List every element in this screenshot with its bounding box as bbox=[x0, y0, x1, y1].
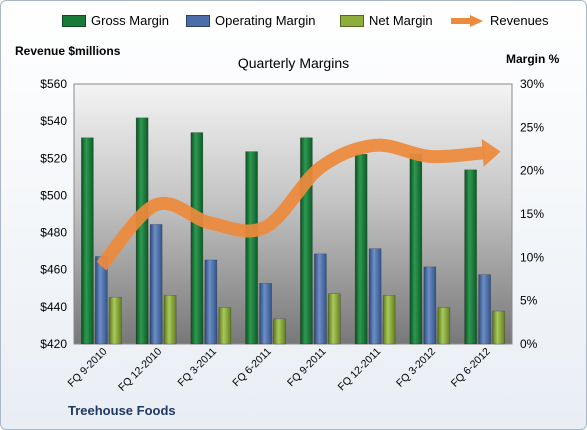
bar-net-margin-4 bbox=[273, 318, 286, 345]
left-tick-label: $560 bbox=[40, 77, 67, 91]
bar-net-margin-5 bbox=[328, 293, 341, 345]
legend-label-operating: Operating Margin bbox=[215, 13, 316, 28]
legend-item-gross-margin: Gross Margin bbox=[62, 13, 169, 28]
bar-net-margin-6 bbox=[382, 295, 396, 345]
bar-operating-margin-4 bbox=[259, 283, 272, 345]
chart-title: Quarterly Margins bbox=[237, 55, 350, 71]
legend-arrow-icon bbox=[451, 14, 483, 27]
right-tick-label: 10% bbox=[520, 250, 544, 264]
x-tick-label: FQ 9-2011 bbox=[285, 346, 329, 390]
bar-net-margin-7 bbox=[437, 307, 451, 345]
x-tick-label: FQ 12-2010 bbox=[116, 346, 164, 394]
legend-item-net-margin: Net Margin bbox=[340, 13, 433, 28]
x-tick-label: FQ 9-2010 bbox=[66, 346, 110, 390]
bar-net-margin-3 bbox=[218, 307, 232, 345]
bar-net-margin-2 bbox=[163, 295, 177, 345]
company-label: Treehouse Foods bbox=[68, 403, 176, 418]
bar-operating-margin-5 bbox=[314, 253, 327, 345]
x-tick-label: FQ 3-2011 bbox=[176, 346, 220, 390]
legend-label-gross: Gross Margin bbox=[91, 13, 170, 28]
bar-gross-margin-2 bbox=[135, 117, 149, 345]
legend-item-revenues: Revenues bbox=[450, 13, 549, 28]
bar-gross-margin-7 bbox=[409, 153, 423, 345]
bar-gross-margin-4 bbox=[245, 151, 258, 345]
x-tick-label: FQ 6-2012 bbox=[449, 346, 493, 390]
legend-swatch-net bbox=[340, 14, 364, 27]
legend: Gross Margin Operating Margin Net Margin… bbox=[0, 13, 587, 33]
x-tick-label: FQ 6-2011 bbox=[230, 346, 274, 390]
left-tick-label: $520 bbox=[40, 151, 67, 165]
right-tick-label: 25% bbox=[520, 120, 544, 134]
legend-label-net: Net Margin bbox=[369, 13, 433, 28]
bar-gross-margin-3 bbox=[190, 132, 204, 345]
right-tick-label: 15% bbox=[520, 207, 544, 221]
legend-item-operating-margin: Operating Margin bbox=[186, 13, 315, 28]
right-axis-title: Margin % bbox=[506, 52, 560, 66]
bar-gross-margin-8 bbox=[464, 169, 477, 345]
left-axis-title: Revenue $millions bbox=[15, 44, 121, 58]
bar-net-margin-1 bbox=[109, 296, 122, 345]
bar-operating-margin-8 bbox=[478, 274, 491, 345]
bar-operating-margin-2 bbox=[149, 224, 163, 345]
revenues-line bbox=[96, 138, 486, 271]
left-tick-label: $540 bbox=[40, 114, 67, 128]
bar-gross-margin-6 bbox=[354, 153, 368, 345]
legend-swatch-operating bbox=[186, 14, 210, 27]
left-tick-label: $500 bbox=[40, 188, 67, 202]
left-tick-label: $480 bbox=[40, 226, 67, 240]
left-tick-label: $440 bbox=[40, 300, 67, 314]
bar-operating-margin-3 bbox=[204, 259, 218, 345]
bar-operating-margin-7 bbox=[423, 266, 437, 345]
x-tick-label: FQ 3-2012 bbox=[394, 346, 438, 390]
revenues-arrowhead bbox=[481, 138, 501, 167]
bar-net-margin-8 bbox=[492, 310, 505, 345]
right-tick-label: 30% bbox=[520, 77, 544, 91]
x-tick-label: FQ 12-2011 bbox=[336, 346, 384, 394]
bar-operating-margin-6 bbox=[368, 248, 382, 345]
left-tick-label: $460 bbox=[40, 263, 67, 277]
bar-gross-margin-1 bbox=[81, 137, 94, 345]
legend-label-revenues: Revenues bbox=[490, 13, 549, 28]
right-tick-label: 5% bbox=[520, 294, 538, 308]
right-tick-label: 0% bbox=[520, 337, 538, 351]
left-tick-label: $420 bbox=[40, 337, 67, 351]
right-tick-label: 20% bbox=[520, 164, 544, 178]
legend-swatch-gross bbox=[62, 14, 86, 27]
